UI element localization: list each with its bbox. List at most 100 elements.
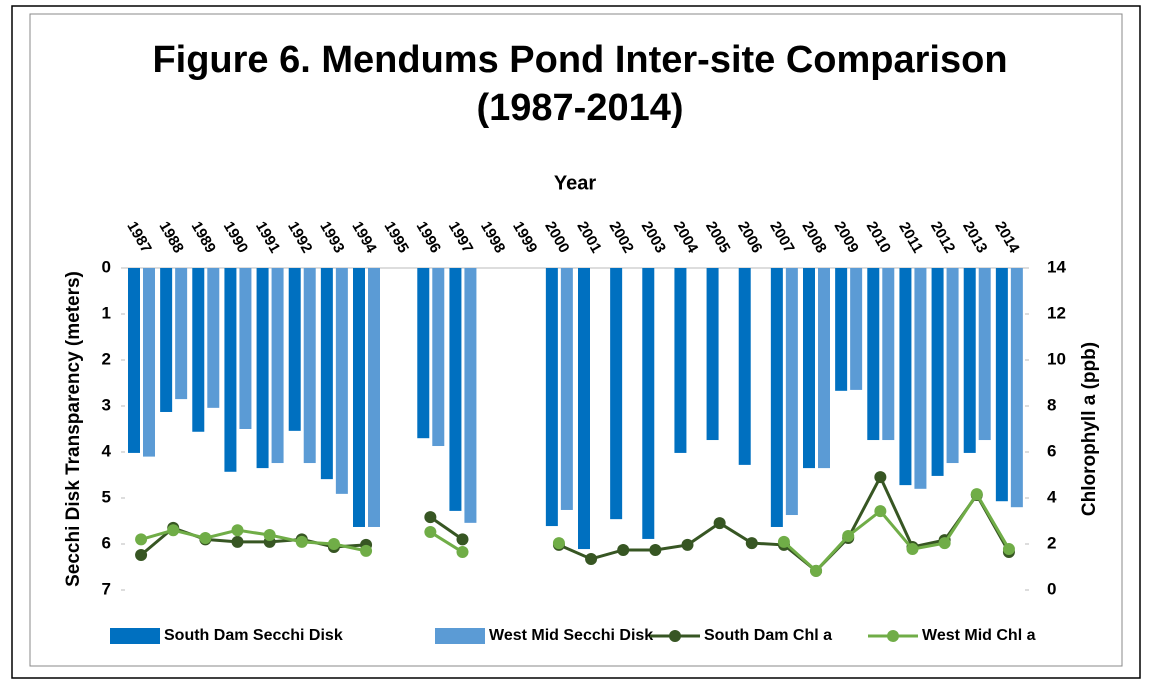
y-tick-label: 7 <box>102 579 111 598</box>
x-tick-label: 2000 <box>541 219 572 256</box>
point <box>649 543 662 556</box>
point <box>456 533 469 546</box>
legend-label: South Dam Secchi Disk <box>164 627 343 644</box>
point <box>263 529 276 542</box>
bar <box>353 268 365 527</box>
point <box>552 537 565 550</box>
bar <box>175 268 188 400</box>
x-tick-label: 1995 <box>381 219 412 256</box>
y2-tick-label: 12 <box>1047 303 1066 322</box>
bar <box>899 268 912 486</box>
x-tick-label: 2002 <box>606 219 637 256</box>
y2-tick-label: 8 <box>1047 395 1056 414</box>
legend-swatch <box>110 628 160 644</box>
x-tick-label: 2010 <box>863 219 894 256</box>
x-tick-label: 1989 <box>188 219 219 256</box>
bar <box>946 268 959 464</box>
legend-swatch <box>887 630 899 642</box>
point <box>585 552 598 565</box>
y2-tick-label: 4 <box>1047 487 1057 506</box>
x-tick-label: 1998 <box>477 219 508 256</box>
y2-tick-label: 14 <box>1047 257 1066 276</box>
chart-title: Figure 6. Mendums Pond Inter-site Compar… <box>152 39 1007 81</box>
y2-tick-label: 0 <box>1047 579 1056 598</box>
bar <box>432 268 445 447</box>
bar <box>143 268 155 457</box>
bar <box>160 268 173 412</box>
point <box>906 543 919 556</box>
bar <box>931 268 944 476</box>
x-tick-label: 1990 <box>220 219 251 256</box>
point <box>713 517 726 530</box>
legend-swatch <box>435 628 485 644</box>
legend-label: South Dam Chl a <box>704 627 832 644</box>
bar <box>770 268 783 527</box>
x-tick-label: 2004 <box>670 219 702 257</box>
x-tick-label: 1999 <box>509 219 540 256</box>
point <box>456 546 469 559</box>
bar <box>368 268 380 527</box>
x-tick-label: 2009 <box>831 219 862 256</box>
point <box>231 535 244 548</box>
bar <box>449 268 462 511</box>
bar <box>610 268 623 520</box>
y2-tick-label: 10 <box>1047 349 1066 368</box>
bar <box>224 268 237 472</box>
x-tick-label: 2011 <box>895 219 926 256</box>
y-axis-title: Secchi Disk Transparency (meters) <box>63 271 84 587</box>
point <box>135 533 148 546</box>
bar <box>239 268 252 429</box>
point <box>167 524 180 537</box>
x-tick-label: 1987 <box>123 219 154 256</box>
y2-tick-label: 2 <box>1047 533 1056 552</box>
bar <box>303 268 316 464</box>
bar <box>320 268 333 480</box>
point <box>1002 543 1015 556</box>
x-tick-label: 2006 <box>734 219 765 256</box>
x-tick-label: 1996 <box>413 219 444 256</box>
bar <box>578 268 590 550</box>
point <box>617 543 630 556</box>
bar <box>1010 268 1023 508</box>
legend-swatch <box>669 630 681 642</box>
point <box>745 537 758 550</box>
bar <box>417 268 430 439</box>
point <box>938 537 951 550</box>
x-tick-label: 2001 <box>573 219 604 256</box>
bar <box>803 268 815 469</box>
bar <box>914 268 927 489</box>
bar <box>192 268 205 432</box>
bar <box>560 268 573 510</box>
bar <box>882 268 895 441</box>
y-tick-label: 1 <box>102 303 111 322</box>
bar <box>207 268 220 408</box>
bar <box>978 268 991 441</box>
point <box>295 535 308 548</box>
x-tick-label: 2012 <box>927 219 958 256</box>
x-tick-label: 2007 <box>766 219 797 256</box>
x-tick-label: 2003 <box>638 219 669 256</box>
x-tick-label: 2014 <box>991 219 1023 257</box>
bar <box>785 268 798 516</box>
bar <box>545 268 558 527</box>
bar <box>818 268 830 469</box>
point <box>874 505 887 518</box>
point <box>199 532 212 545</box>
legend-label: West Mid Chl a <box>922 627 1036 644</box>
point <box>681 538 694 551</box>
x-axis-title: Year <box>554 172 596 194</box>
x-tick-label: 2008 <box>798 219 829 256</box>
bar <box>335 268 348 494</box>
bar <box>706 268 719 441</box>
line <box>140 473 1011 573</box>
bar <box>674 268 687 453</box>
point <box>842 529 855 542</box>
bar <box>963 268 976 453</box>
x-tick-label: 2013 <box>959 219 990 256</box>
x-tick-label: 1992 <box>284 219 315 256</box>
point <box>360 544 373 557</box>
x-tick-label: 2005 <box>702 219 733 256</box>
x-tick-label: 1994 <box>348 219 380 257</box>
bar <box>642 268 655 539</box>
